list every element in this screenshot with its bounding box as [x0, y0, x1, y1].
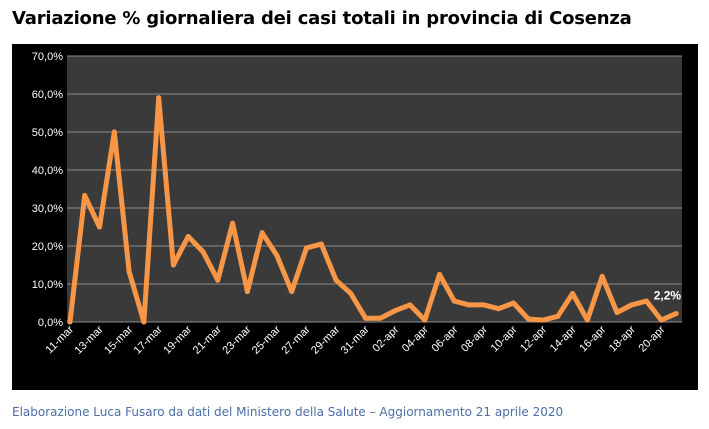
- x-tick-label: 16-apr: [577, 323, 608, 354]
- data-point: [244, 289, 250, 295]
- data-point: [185, 234, 191, 239]
- data-point: [156, 95, 162, 101]
- data-point: [673, 311, 679, 317]
- data-point: [644, 298, 650, 304]
- data-point: [451, 298, 457, 304]
- data-point: [392, 308, 398, 314]
- data-point: [377, 315, 383, 321]
- x-tick-label: 19-mar: [161, 323, 194, 356]
- data-label: 2,2%: [654, 289, 682, 303]
- data-point: [629, 302, 635, 308]
- data-point: [97, 224, 103, 230]
- y-axis-ticks: 0,0% 10,0% 20,0% 30,0% 40,0% 50,0% 60,0% 70,0%: [32, 51, 63, 329]
- data-point: [466, 302, 472, 308]
- data-point: [614, 310, 620, 315]
- x-tick-label: 02-apr: [370, 323, 401, 354]
- data-point: [437, 272, 443, 277]
- chart-container: 0,0% 10,0% 20,0% 30,0% 40,0% 50,0% 60,0% 70,0% …: [12, 44, 698, 390]
- x-tick-label: 21-mar: [191, 323, 224, 356]
- data-point: [215, 277, 221, 283]
- data-point: [259, 230, 265, 236]
- y-tick-label: 70,0%: [32, 51, 63, 63]
- x-tick-label: 23-mar: [220, 323, 253, 356]
- x-tick-label: 31-mar: [339, 323, 372, 356]
- x-tick-label: 06-apr: [429, 323, 460, 354]
- x-tick-label: 10-apr: [489, 323, 520, 354]
- x-tick-label: 20-apr: [636, 323, 667, 354]
- data-point: [658, 317, 664, 323]
- x-tick-label: 13-mar: [73, 323, 106, 356]
- x-tick-label: 04-apr: [400, 323, 431, 354]
- line-chart: 0,0%10,0%20,0%30,0%40,0%50,0%60,0%70,0% …: [32, 51, 682, 357]
- data-point: [422, 317, 428, 323]
- x-tick-label: 15-mar: [102, 323, 135, 356]
- data-point: [363, 315, 369, 321]
- data-point: [510, 300, 516, 306]
- data-point: [333, 277, 339, 283]
- series-line: [67, 95, 679, 325]
- y-tick-label: 60,0%: [32, 89, 63, 101]
- x-tick-label: 29-mar: [309, 323, 342, 356]
- data-point: [348, 291, 354, 296]
- y-tick-label: 50,0%: [32, 127, 63, 139]
- data-point: [200, 249, 206, 255]
- data-point: [111, 129, 117, 135]
- x-axis-ticks: 11-mar13-mar15-mar17-mar19-mar21-mar23-m…: [44, 323, 668, 356]
- data-point: [584, 317, 590, 323]
- data-point: [525, 316, 531, 322]
- x-tick-label: 08-apr: [459, 323, 490, 354]
- data-point: [599, 273, 605, 279]
- data-point: [82, 192, 88, 198]
- plot-area: [67, 56, 682, 322]
- footer-credit: Elaborazione Luca Fusaro da dati del Min…: [12, 405, 564, 419]
- data-point: [126, 268, 132, 274]
- data-point: [303, 245, 309, 251]
- data-point: [289, 289, 295, 295]
- data-point: [496, 306, 502, 312]
- x-tick-label: 18-apr: [607, 323, 638, 354]
- data-point: [141, 319, 147, 325]
- annotations: 2,2%: [654, 289, 682, 303]
- y-tick-label: 40,0%: [32, 165, 63, 177]
- x-tick-label: 12-apr: [518, 323, 549, 354]
- x-tick-label: 14-apr: [548, 323, 579, 354]
- y-tick-label: 30,0%: [32, 203, 63, 215]
- x-tick-label: 17-mar: [132, 323, 165, 356]
- series-layer: [67, 95, 679, 325]
- data-point: [555, 313, 561, 319]
- data-point: [274, 253, 280, 258]
- data-point: [570, 291, 576, 296]
- y-tick-label: 10,0%: [32, 279, 63, 291]
- y-tick-label: 20,0%: [32, 241, 63, 253]
- x-tick-label: 25-mar: [250, 323, 283, 356]
- y-tick-label: 0,0%: [38, 317, 63, 329]
- x-tick-label: 27-mar: [279, 323, 312, 356]
- chart-title: Variazione % giornaliera dei casi totali…: [12, 8, 632, 29]
- data-point: [230, 220, 236, 226]
- data-point: [318, 241, 324, 247]
- data-point: [540, 317, 546, 323]
- data-point: [170, 262, 176, 268]
- data-point: [481, 302, 487, 308]
- data-point: [407, 302, 413, 308]
- data-point: [67, 319, 73, 325]
